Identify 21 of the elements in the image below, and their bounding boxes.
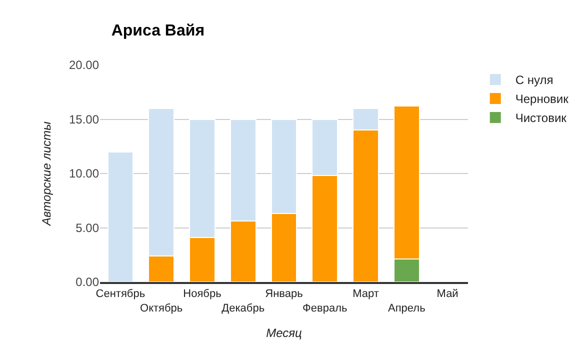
legend-label: Чистовик [515, 111, 568, 126]
x-tick-label: Декабрь [222, 302, 265, 314]
x-tick-label: Март [352, 288, 379, 300]
x-tick-label: Май [436, 288, 458, 300]
y-axis-title: Авторские листы [39, 121, 54, 226]
x-tick-label: Январь [265, 288, 304, 300]
bar [107, 151, 134, 282]
x-tick-label: Апрель [388, 302, 426, 314]
legend-label: Черновик [515, 92, 570, 106]
x-tick-label: Ноябрь [183, 288, 222, 300]
y-tick-label: 5.00 [76, 220, 100, 235]
y-tick-label: 10.00 [68, 166, 100, 181]
y-tick-label: 0.00 [76, 275, 100, 290]
y-tick-label: 15.00 [68, 112, 100, 126]
legend-label: С нуля [515, 73, 554, 88]
x-tick-label: Февраль [302, 302, 348, 314]
y-tick-label: 20.00 [68, 58, 100, 72]
x-tick-label: Октябрь [140, 302, 183, 314]
x-axis-title: Месяц [266, 326, 302, 340]
x-tick-label: Сентябрь [96, 288, 146, 300]
chart-title: Ариса Вайя [111, 22, 205, 40]
